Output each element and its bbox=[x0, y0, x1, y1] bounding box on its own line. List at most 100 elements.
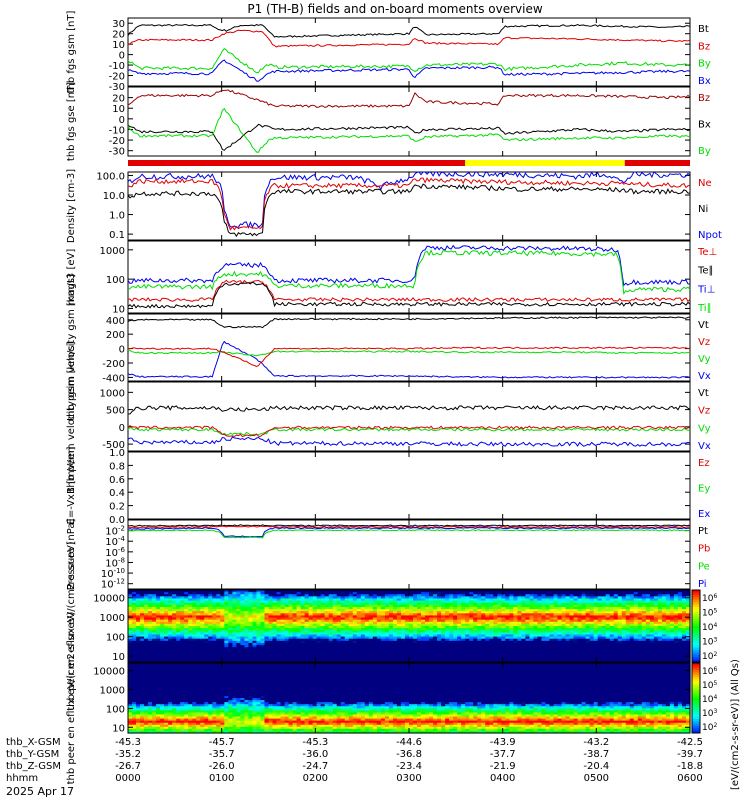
heatmap-cell bbox=[473, 623, 478, 627]
heatmap-cell bbox=[236, 626, 241, 629]
heatmap-cell bbox=[280, 651, 286, 655]
heatmap-cell bbox=[272, 596, 278, 600]
heatmap-cell bbox=[437, 596, 442, 600]
heatmap-cell bbox=[537, 657, 543, 661]
heatmap-cell bbox=[268, 642, 274, 646]
heatmap-cell bbox=[244, 613, 250, 617]
heatmap-cell bbox=[264, 634, 270, 638]
heatmap-cell bbox=[352, 600, 358, 604]
heatmap-cell bbox=[577, 609, 583, 612]
heatmap-cell bbox=[396, 594, 402, 597]
heatmap-cell bbox=[292, 634, 298, 638]
heatmap-cell bbox=[573, 611, 579, 614]
heatmap-cell bbox=[625, 653, 631, 657]
heatmap-cell bbox=[437, 609, 442, 612]
heatmap-cell bbox=[625, 636, 631, 640]
heatmap-cell bbox=[425, 649, 430, 653]
heatmap-cell bbox=[605, 626, 611, 629]
heatmap-cell bbox=[228, 602, 233, 606]
heatmap-cell bbox=[332, 619, 338, 623]
heatmap-cell bbox=[469, 602, 474, 606]
heatmap-cell bbox=[148, 611, 153, 614]
heatmap-cell bbox=[481, 611, 486, 614]
heatmap-cell bbox=[569, 619, 575, 623]
heatmap-cell bbox=[188, 634, 193, 638]
heatmap-cell bbox=[216, 598, 221, 602]
heatmap-cell bbox=[128, 626, 133, 629]
heatmap-cell bbox=[264, 638, 270, 642]
heatmap-cell bbox=[505, 640, 510, 644]
heatmap-cell bbox=[565, 657, 571, 661]
heatmap-cell bbox=[653, 594, 659, 597]
heatmap-cell bbox=[336, 600, 342, 604]
heatmap-cell bbox=[605, 600, 611, 604]
heatmap-cell bbox=[280, 598, 286, 602]
heatmap-cell bbox=[176, 604, 181, 608]
heatmap-cell bbox=[264, 623, 270, 627]
heatmap-cell bbox=[152, 613, 157, 617]
heatmap-cell bbox=[292, 653, 298, 657]
heatmap-cell bbox=[372, 649, 378, 653]
heatmap-cell bbox=[649, 626, 655, 629]
heatmap-cell bbox=[557, 634, 563, 638]
heatmap-cell bbox=[585, 619, 591, 623]
heatmap-cell bbox=[284, 592, 290, 595]
heatmap-cell bbox=[533, 604, 539, 608]
heatmap-cell bbox=[493, 615, 498, 619]
heatmap-cell bbox=[597, 596, 603, 600]
heatmap-cell bbox=[200, 659, 205, 663]
heatmap-cell bbox=[553, 630, 559, 633]
heatmap-cell bbox=[641, 640, 647, 644]
heatmap-cell bbox=[653, 613, 659, 617]
heatmap-cell bbox=[396, 619, 402, 623]
heatmap-cell bbox=[557, 647, 563, 650]
heatmap-cell bbox=[621, 609, 627, 612]
heatmap-cell bbox=[509, 623, 514, 627]
heatmap-cell bbox=[376, 642, 382, 646]
heatmap-cell bbox=[441, 636, 446, 640]
heatmap-cell bbox=[609, 606, 615, 610]
heatmap-cell bbox=[429, 642, 434, 646]
heatmap-cell bbox=[673, 611, 679, 614]
heatmap-cell bbox=[653, 659, 659, 663]
heatmap-cell bbox=[433, 613, 438, 617]
heatmap-cell bbox=[244, 632, 250, 636]
heatmap-cell bbox=[421, 621, 426, 625]
heatmap-cell bbox=[348, 613, 354, 617]
heatmap-cell bbox=[653, 600, 659, 604]
heatmap-cell bbox=[597, 602, 603, 606]
heatmap-cell bbox=[276, 621, 282, 625]
heatmap-cell bbox=[429, 651, 434, 655]
heatmap-cell bbox=[649, 630, 655, 633]
heatmap-cell bbox=[328, 659, 334, 663]
heatmap-cell bbox=[180, 617, 185, 621]
heatmap-cell bbox=[625, 647, 631, 650]
heatmap-cell bbox=[220, 621, 225, 625]
heatmap-cell bbox=[433, 609, 438, 612]
heatmap-cell bbox=[392, 617, 398, 621]
heatmap-cell bbox=[336, 630, 342, 633]
heatmap-cell bbox=[392, 621, 398, 625]
heatmap-cell bbox=[533, 615, 539, 619]
heatmap-cell bbox=[533, 619, 539, 623]
heatmap-cell bbox=[352, 592, 358, 595]
heatmap-cell bbox=[352, 609, 358, 612]
heatmap-cell bbox=[280, 634, 286, 638]
heatmap-cell bbox=[421, 649, 426, 653]
heatmap-cell bbox=[669, 640, 675, 644]
heatmap-cell bbox=[617, 645, 623, 648]
heatmap-cell bbox=[409, 636, 414, 640]
heatmap-cell bbox=[364, 623, 370, 627]
heatmap-cell bbox=[400, 638, 406, 642]
heatmap-cell bbox=[128, 600, 133, 604]
heatmap-cell bbox=[657, 606, 663, 610]
heatmap-cell bbox=[388, 655, 394, 659]
heatmap-cell bbox=[489, 617, 494, 621]
heatmap-cell bbox=[316, 611, 322, 614]
heatmap-cell bbox=[417, 611, 422, 614]
heatmap-cell bbox=[569, 649, 575, 653]
heatmap-cell bbox=[248, 659, 254, 663]
heatmap-cell bbox=[669, 636, 675, 640]
heatmap-cell bbox=[445, 596, 450, 600]
heatmap-cell bbox=[473, 638, 478, 642]
